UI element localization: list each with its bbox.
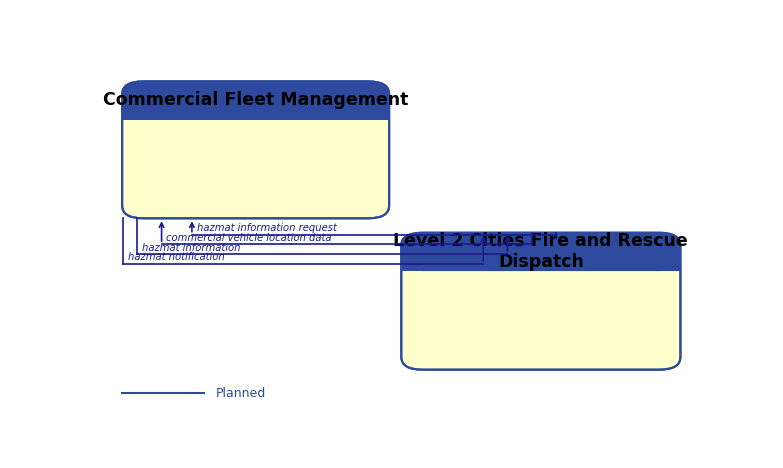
Text: hazmat notification: hazmat notification [128, 252, 225, 262]
Text: hazmat information request: hazmat information request [197, 223, 337, 233]
FancyBboxPatch shape [122, 81, 389, 120]
Text: Planned: Planned [216, 387, 266, 400]
Text: hazmat information: hazmat information [143, 242, 240, 253]
Bar [122, 101, 389, 120]
FancyBboxPatch shape [122, 81, 389, 218]
Text: Commercial Fleet Management: Commercial Fleet Management [103, 91, 409, 109]
FancyBboxPatch shape [402, 233, 680, 370]
Text: Level 2 Cities Fire and Rescue
Dispatch: Level 2 Cities Fire and Rescue Dispatch [394, 232, 688, 271]
Text: commercial vehicle location data: commercial vehicle location data [167, 233, 332, 243]
FancyBboxPatch shape [402, 233, 680, 271]
Bar [402, 252, 680, 271]
